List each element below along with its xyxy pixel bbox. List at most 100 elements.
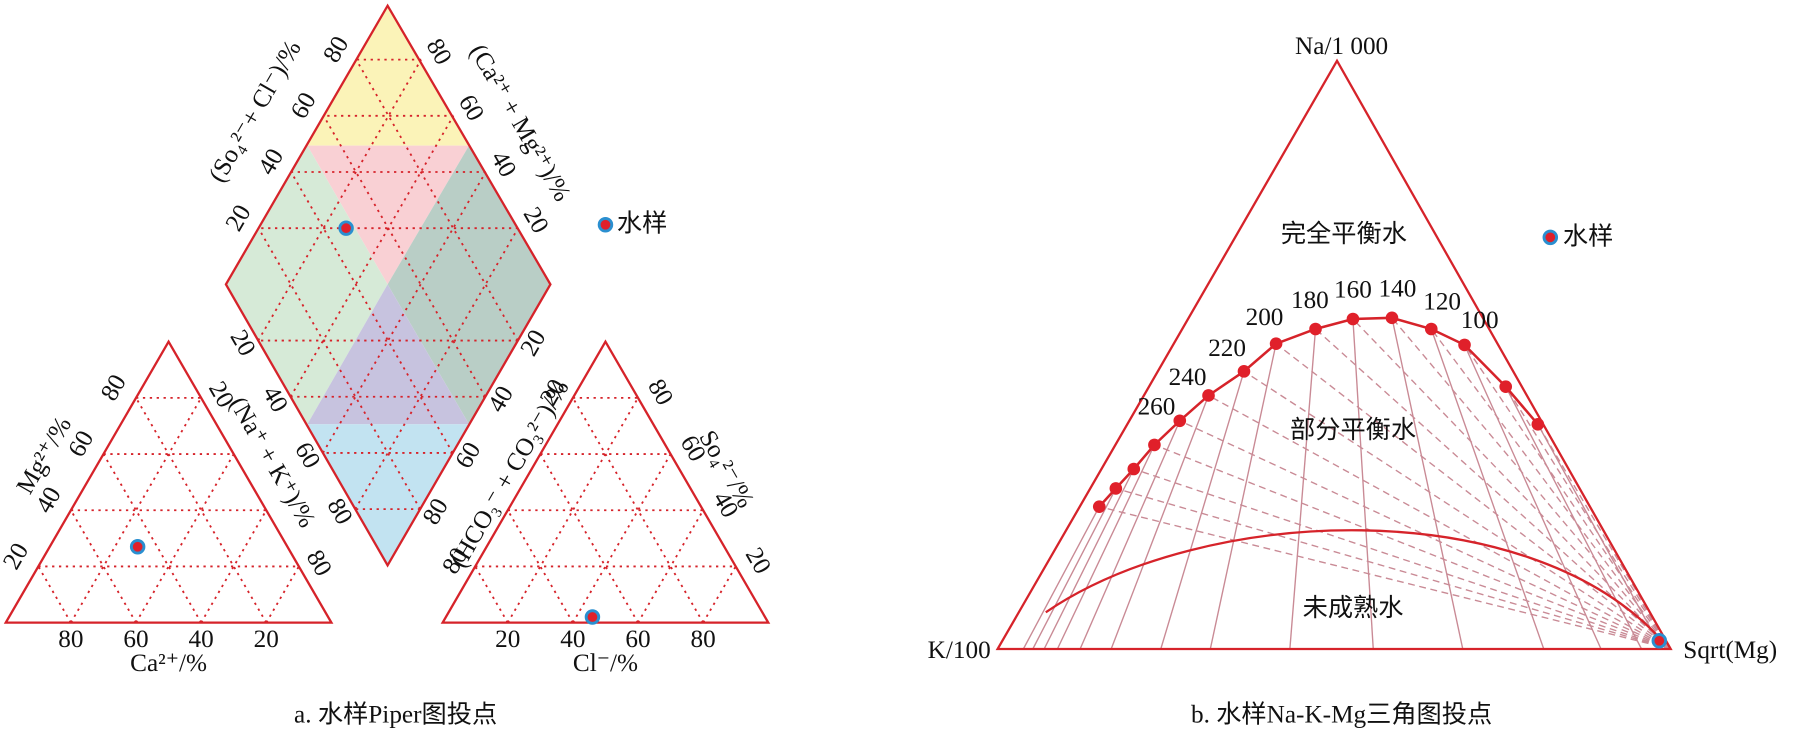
equilibrium-point (1531, 417, 1545, 431)
equilibrium-point (1424, 322, 1438, 336)
tick-label: 80 (96, 370, 132, 405)
tick-label: 40 (485, 147, 521, 182)
isotherm-line (1110, 395, 1210, 650)
isotherm-line (1430, 328, 1545, 650)
legend-label: 水样 (1563, 222, 1613, 250)
grid-line (289, 115, 455, 398)
region-label: 完全平衡水 (1281, 220, 1407, 248)
triangle-outline (440, 339, 771, 624)
isotherm-line (1537, 423, 1672, 650)
legend-marker (597, 217, 614, 233)
grid-line (354, 227, 519, 510)
isotherm-line (1430, 328, 1672, 650)
isotherm-line (1352, 318, 1374, 650)
grid-line (37, 565, 72, 624)
tick-label: 80 (58, 626, 83, 653)
temperature-label: 140 (1379, 276, 1417, 303)
region-label: 未成熟水 (1303, 594, 1404, 622)
temperature-label: 240 (1169, 364, 1207, 391)
grid-line (290, 171, 454, 454)
temperature-label: 100 (1461, 307, 1499, 334)
legend-marker (1542, 229, 1559, 246)
sample-point (584, 609, 601, 625)
isotherm-line (1275, 343, 1672, 650)
region-fill (225, 145, 388, 425)
isotherm-line (1208, 394, 1672, 650)
axis-title: Ca²⁺/% (130, 650, 207, 677)
grid-line (506, 397, 639, 624)
tick-label: 20 (740, 543, 776, 578)
grid-line (322, 115, 487, 398)
grid-line (572, 397, 704, 624)
isotherm-line (1505, 386, 1672, 650)
tick-label: 80 (318, 32, 354, 67)
isotherm-line (1115, 487, 1671, 650)
tick-label: 40 (253, 144, 289, 179)
legend-label: 水样 (617, 210, 667, 238)
isotherm-line (1099, 505, 1671, 650)
region-fill (307, 424, 470, 566)
sample-point (129, 539, 146, 555)
isotherm-line (1463, 344, 1672, 650)
equilibrium-point (1127, 462, 1141, 476)
isotherm-line (1505, 386, 1643, 650)
grid-line (135, 453, 235, 624)
tick-label: 20 (221, 200, 257, 235)
equilibrium-point (1458, 338, 1471, 352)
isotherm-line (1209, 343, 1277, 650)
tick-label: 20 (518, 203, 554, 238)
tick-label: 80 (642, 375, 678, 410)
tick-label: 80 (421, 34, 457, 69)
tick-label: 20 (254, 626, 279, 653)
vertex-label: Na/1 000 (1295, 33, 1388, 60)
sample-point (338, 220, 354, 236)
isotherm-line (1391, 317, 1672, 650)
isotherm-line (1154, 444, 1671, 650)
isotherm-line (1289, 328, 1317, 650)
grid-line (257, 227, 421, 510)
temperature-label: 160 (1334, 276, 1372, 303)
tick-label: 60 (625, 626, 650, 653)
vertex-label: K/100 (928, 637, 991, 664)
equilibrium-point (1237, 365, 1251, 378)
isotherm-line (1043, 468, 1135, 650)
temperature-label: 260 (1138, 394, 1176, 421)
diamond-outline (224, 3, 552, 568)
tick-label: 80 (691, 626, 716, 653)
temperature-label: 120 (1423, 289, 1461, 316)
temperature-label: 220 (1208, 335, 1246, 362)
grid-line (70, 509, 137, 624)
isotherm-line (1391, 317, 1464, 650)
grid-line (102, 453, 202, 624)
grid-line (200, 509, 268, 624)
tick-label: 20 (0, 539, 34, 574)
grid-line (265, 565, 300, 624)
grid-line (474, 565, 509, 624)
isotherm-line (1352, 318, 1672, 650)
region-fill (307, 145, 470, 285)
axis-title: Cl⁻/% (573, 650, 638, 677)
sample-point (1651, 633, 1668, 649)
caption: a. 水样Piper图投点 (294, 700, 497, 728)
grid-line (322, 171, 487, 454)
isotherm-line (1022, 506, 1100, 650)
equilibrium-point (1499, 380, 1513, 393)
equilibrium-point (1346, 312, 1360, 326)
grid-line (506, 509, 574, 624)
grid-line (257, 59, 422, 342)
region-label: 部分平衡水 (1290, 416, 1416, 444)
isotherm-line (1179, 420, 1671, 650)
equilibrium-point (1269, 337, 1283, 351)
tick-label: 40 (560, 626, 585, 653)
grid-line (637, 509, 704, 624)
grid-line (355, 59, 519, 342)
equilibrium-point (1092, 500, 1106, 513)
equilibrium-point (1202, 389, 1215, 402)
region-fill (307, 5, 470, 146)
immature-line (1045, 529, 1661, 639)
grid-line (702, 565, 737, 624)
vertex-label: Sqrt(Mg) (1683, 637, 1777, 664)
equilibrium-point (1148, 438, 1161, 452)
